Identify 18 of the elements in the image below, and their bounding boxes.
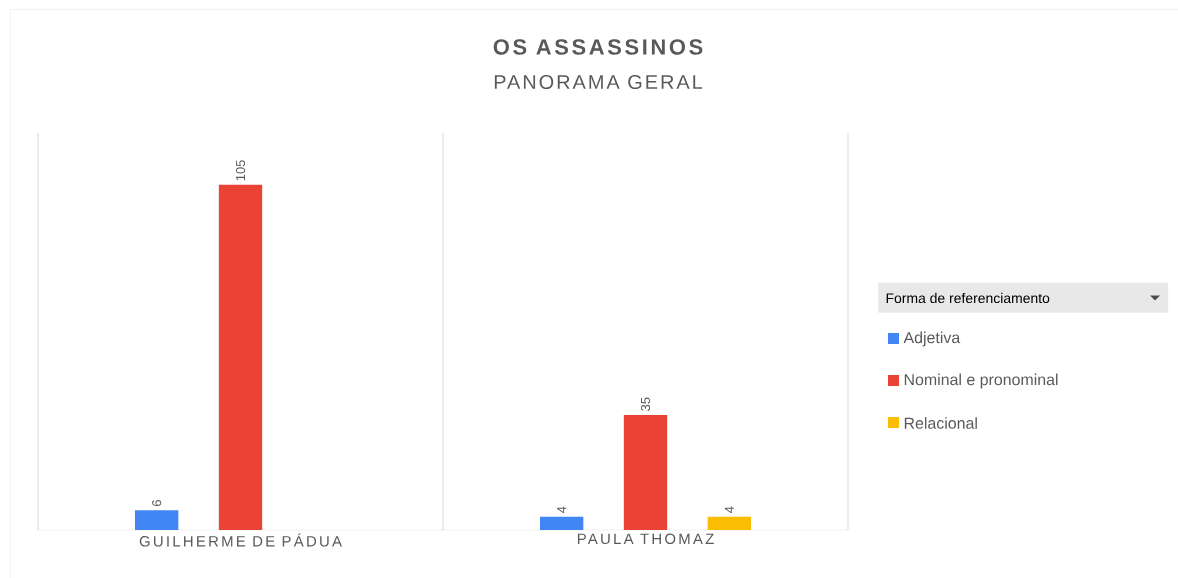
legend-label: Relacional [904, 417, 977, 429]
chart-title: OS ASSASSINOS [493, 39, 703, 55]
bar [707, 516, 752, 530]
x-tick-label: PAULA THOMAZ [577, 533, 714, 545]
bar [623, 414, 668, 530]
x-tick-label: GUILHERME DE PÁDUA [139, 533, 342, 547]
legend-title: Forma de referenciamento [886, 292, 1050, 304]
legend-label: Adjetiva [903, 331, 961, 347]
bar [218, 184, 263, 530]
data-label: 105 [235, 160, 246, 181]
legend-label: Nominal e pronominal [904, 373, 1058, 389]
bar [540, 516, 584, 530]
data-label: 4 [557, 506, 567, 514]
data-label: 4 [724, 506, 734, 514]
data-label: 6 [152, 500, 162, 507]
chart-subtitle: PANORAMA GERAL [494, 74, 703, 90]
bar [135, 510, 179, 530]
data-label: 35 [640, 397, 651, 411]
